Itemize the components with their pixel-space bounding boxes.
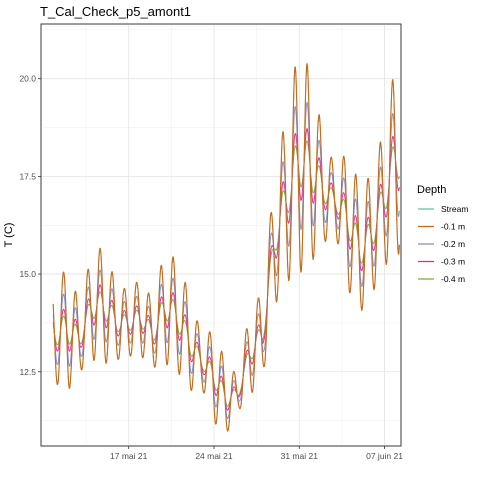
legend-label: -0.1 m	[441, 222, 465, 232]
grid-minor	[41, 24, 401, 446]
chart-title: T_Cal_Check_p5_amont1	[40, 4, 191, 19]
legend-title: Depth	[417, 184, 446, 196]
x-axis: 17 mai 21 24 mai 21 31 mai 21 07 juin 21	[110, 446, 403, 461]
y-tick-label: 17.5	[19, 171, 36, 181]
x-tick-label: 07 juin 21	[366, 451, 403, 461]
series-line-0-3-m	[52, 128, 400, 411]
legend-label: -0.2 m	[441, 239, 465, 249]
y-tick-label: 20.0	[19, 74, 36, 84]
plot-border	[40, 23, 402, 447]
y-tick-label: 12.5	[19, 367, 36, 377]
y-axis-title: T (C)	[3, 223, 15, 248]
y-tick-label: 15.0	[19, 269, 36, 279]
y-axis: 12.5 15.0 17.5 20.0	[19, 74, 41, 377]
x-tick-label: 17 mai 21	[110, 451, 148, 461]
legend-label: -0.4 m	[441, 274, 465, 284]
series-layer	[52, 63, 400, 432]
series-line-0-1-m	[52, 63, 400, 432]
x-tick-label: 24 mai 21	[195, 451, 233, 461]
legend-label: -0.3 m	[441, 257, 465, 267]
legend-label: Stream	[441, 204, 468, 214]
x-tick-label: 31 mai 21	[281, 451, 319, 461]
legend: Depth Stream -0.1 m -0.2 m -0.3 m -0.4 m	[417, 184, 468, 284]
grid-major	[41, 24, 401, 446]
